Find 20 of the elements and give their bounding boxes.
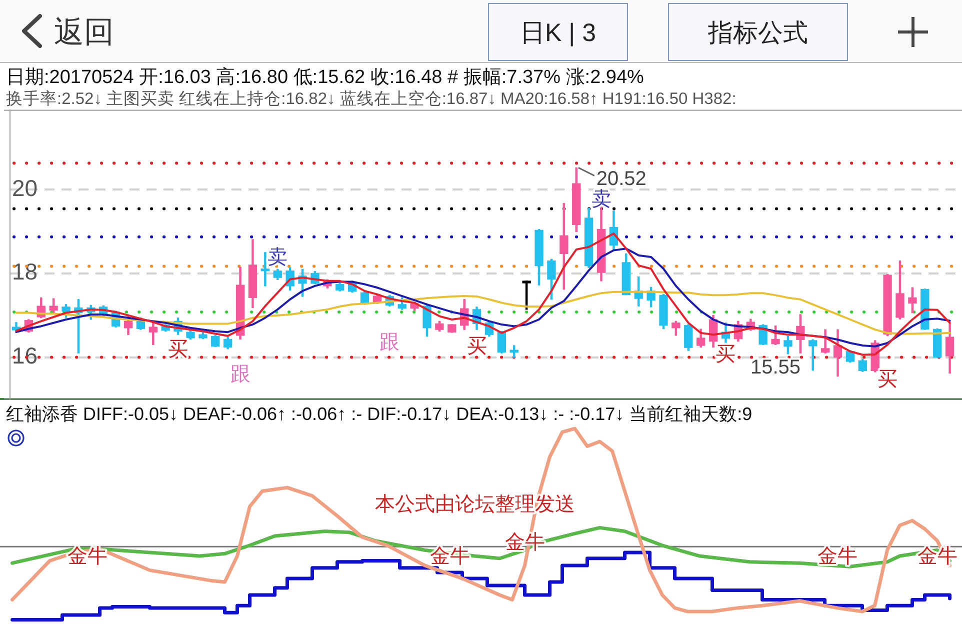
annotation: 15.55 [750, 356, 801, 379]
text: 指标公式 [668, 3, 848, 61]
chart-title: 日期:20170524 开:16.03 高:16.80 低:15.62 收:16.48 # 振幅:7.37% 涨:2.94% [6, 66, 644, 90]
y-tick-label: 20 [12, 174, 38, 201]
chart-subtitle: 换手率:2.52↓ 主图买卖 红线在上持仓:16.82↓ 蓝线在上空仓:16.87↓ MA20:16.58↑ H191:16.50 H382: [6, 89, 736, 110]
annotation: 买 [878, 368, 898, 391]
annotation: 20.52 [596, 168, 646, 190]
y-tick-label: 18 [12, 258, 38, 285]
annotation: 买 [466, 336, 487, 358]
annotation: 卖 [591, 188, 612, 211]
annotation: 金牛 [817, 546, 858, 568]
text: 日K | 3 [488, 3, 628, 61]
annotation: 卖 [268, 246, 288, 269]
annotation: 买 [716, 344, 736, 366]
annotation: 跟 [380, 332, 400, 354]
y-tick-label: 16 [12, 342, 38, 369]
annotation: 跟 [230, 364, 250, 386]
annotation: 买 [168, 338, 188, 361]
text: 返回 [54, 15, 114, 51]
chart-title: 红袖添香 DIFF:-0.05↓ DEAF:-0.06↑ :-0.06↑ :- DIF:-0.17↓ DEA:-0.13↓ :- :-0.17↓ 当前红袖天数:9 [6, 403, 752, 426]
